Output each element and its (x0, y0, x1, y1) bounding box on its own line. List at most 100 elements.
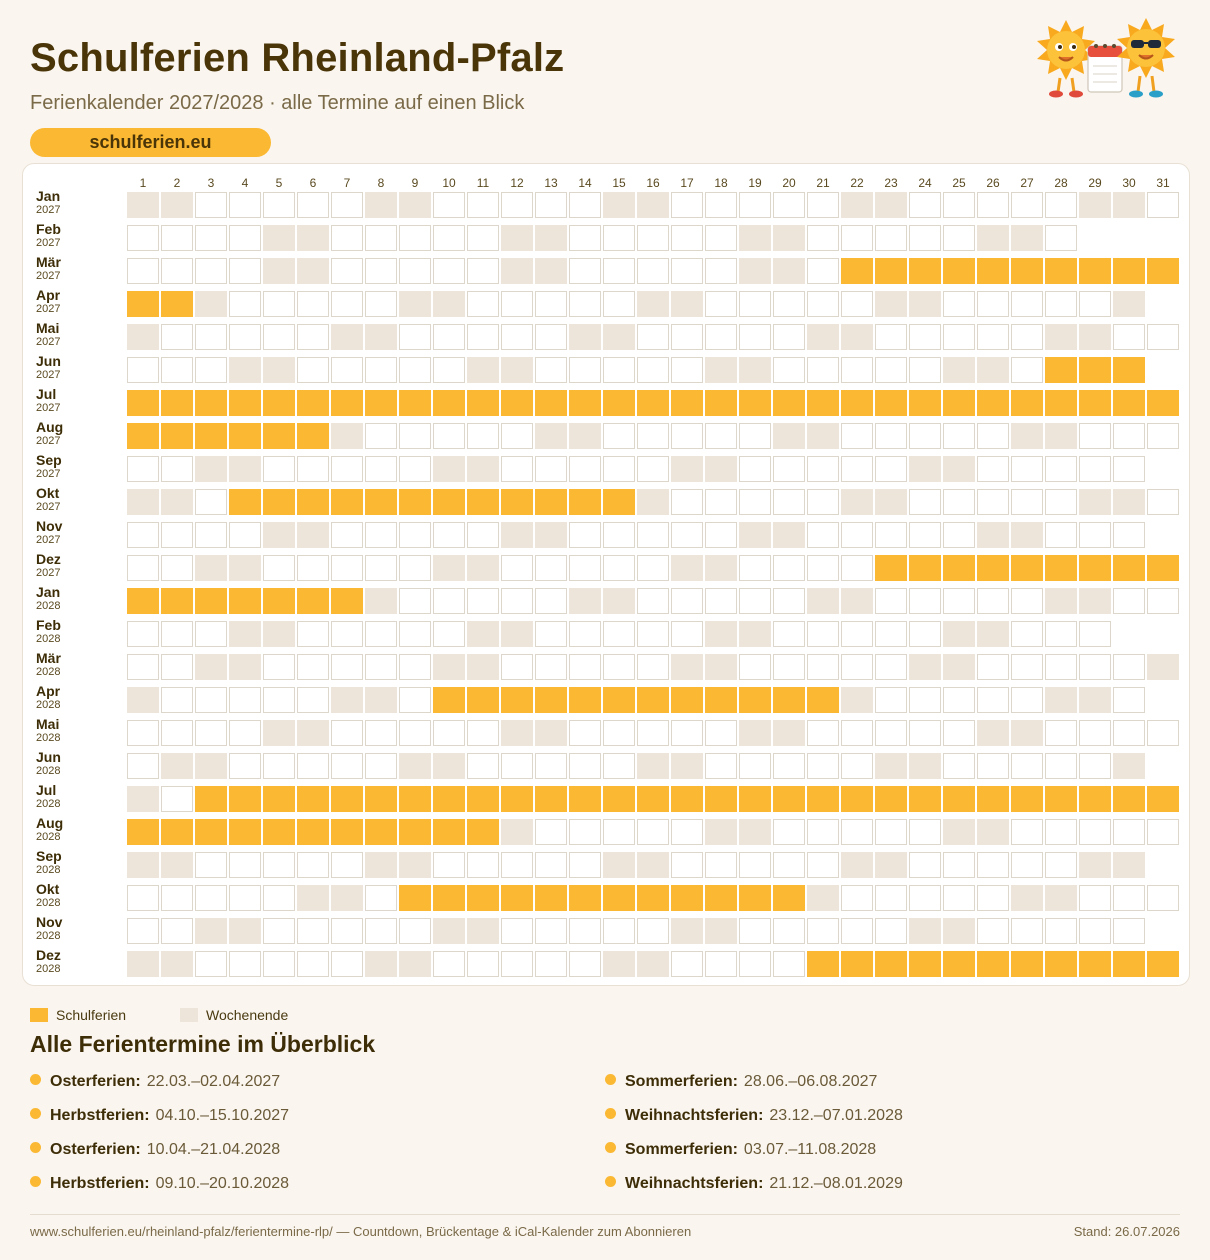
day-cell (1045, 885, 1077, 911)
day-cell (433, 918, 465, 944)
day-cell (297, 522, 329, 548)
day-cell (297, 324, 329, 350)
day-cell (875, 390, 907, 416)
day-cell (603, 258, 635, 284)
day-cell (127, 885, 159, 911)
day-cell (195, 918, 227, 944)
day-cell (637, 522, 669, 548)
day-cell (671, 621, 703, 647)
day-cell (807, 225, 839, 251)
day-cell (433, 489, 465, 515)
day-cell (773, 588, 805, 614)
day-cell (297, 489, 329, 515)
day-cell (501, 786, 533, 812)
day-cell (875, 951, 907, 977)
day-cell (875, 258, 907, 284)
holiday-term: Sommerferien: 28.06.–06.08.2027 (605, 1073, 877, 1091)
day-cell (773, 522, 805, 548)
footer-stand: Stand: 26.07.2026 (1073, 1224, 1180, 1239)
day-cell (1113, 852, 1145, 878)
day-cell (569, 324, 601, 350)
day-cell (773, 456, 805, 482)
day-cell (161, 621, 193, 647)
term-name: Sommerferien: (625, 1141, 738, 1158)
day-cell (671, 819, 703, 845)
day-cell (671, 720, 703, 746)
day-cell (229, 819, 261, 845)
day-cell (365, 423, 397, 449)
month-name: Mai (36, 716, 60, 732)
day-cell (263, 423, 295, 449)
day-cell (263, 885, 295, 911)
month-label: Mai 2028 (36, 717, 60, 744)
day-cell (1079, 786, 1111, 812)
day-cell (807, 687, 839, 713)
day-cell (297, 819, 329, 845)
day-cell (1045, 753, 1077, 779)
day-cell (263, 258, 295, 284)
day-cell (841, 786, 873, 812)
month-name: Dez (36, 551, 61, 567)
day-cell (977, 588, 1009, 614)
month-row: Mai 2027 (23, 321, 1189, 354)
day-cell (603, 819, 635, 845)
day-cell (841, 489, 873, 515)
day-cell (331, 324, 363, 350)
month-label: Apr 2028 (36, 684, 60, 711)
day-cell (705, 621, 737, 647)
day-cell (977, 291, 1009, 317)
month-row: Mai 2028 (23, 717, 1189, 750)
month-row: Aug 2028 (23, 816, 1189, 849)
day-cell (127, 918, 159, 944)
day-number-13: 13 (544, 176, 558, 190)
day-cell (297, 951, 329, 977)
day-cell (977, 555, 1009, 581)
day-cell (399, 192, 431, 218)
month-name: Jun (36, 353, 61, 369)
day-cell (297, 423, 329, 449)
day-cell (739, 687, 771, 713)
day-cell (195, 687, 227, 713)
day-cell (603, 423, 635, 449)
day-cell (603, 192, 635, 218)
day-cell (535, 852, 567, 878)
day-cell (1045, 654, 1077, 680)
day-cell (943, 819, 975, 845)
day-cell (1011, 423, 1043, 449)
day-cell (603, 588, 635, 614)
day-cell (909, 819, 941, 845)
day-cell (297, 621, 329, 647)
bullet-dot-icon (605, 1142, 616, 1153)
day-cell (399, 687, 431, 713)
day-number-20: 20 (782, 176, 796, 190)
day-cell (229, 687, 261, 713)
day-cell (1113, 819, 1145, 845)
day-cell (603, 720, 635, 746)
day-cell (331, 588, 363, 614)
footer-link-text[interactable]: www.schulferien.eu/rheinland-pfalz/ferie… (30, 1224, 692, 1239)
month-label: Jul 2027 (36, 387, 60, 414)
month-year: 2027 (36, 369, 61, 381)
day-cell (773, 852, 805, 878)
day-cell (841, 687, 873, 713)
month-row: Apr 2027 (23, 288, 1189, 321)
day-number-24: 24 (918, 176, 932, 190)
day-cell (807, 720, 839, 746)
month-name: Aug (36, 419, 64, 435)
day-cell (705, 687, 737, 713)
day-cell (875, 654, 907, 680)
day-cell (1045, 390, 1077, 416)
day-cell (807, 852, 839, 878)
month-year: 2028 (36, 864, 61, 876)
day-cell (943, 456, 975, 482)
holiday-calendar: 1 2 3 4 5 6 7 8 9 10 11 12 13 14 15 16 17 18 19 20 21 22 23 24 2… (22, 163, 1190, 986)
day-cell (569, 192, 601, 218)
day-cell (875, 753, 907, 779)
day-cell (637, 753, 669, 779)
day-cell (263, 654, 295, 680)
day-cell (1011, 654, 1043, 680)
day-cell (705, 192, 737, 218)
day-cell (501, 390, 533, 416)
day-cell (569, 588, 601, 614)
day-cell (875, 885, 907, 911)
